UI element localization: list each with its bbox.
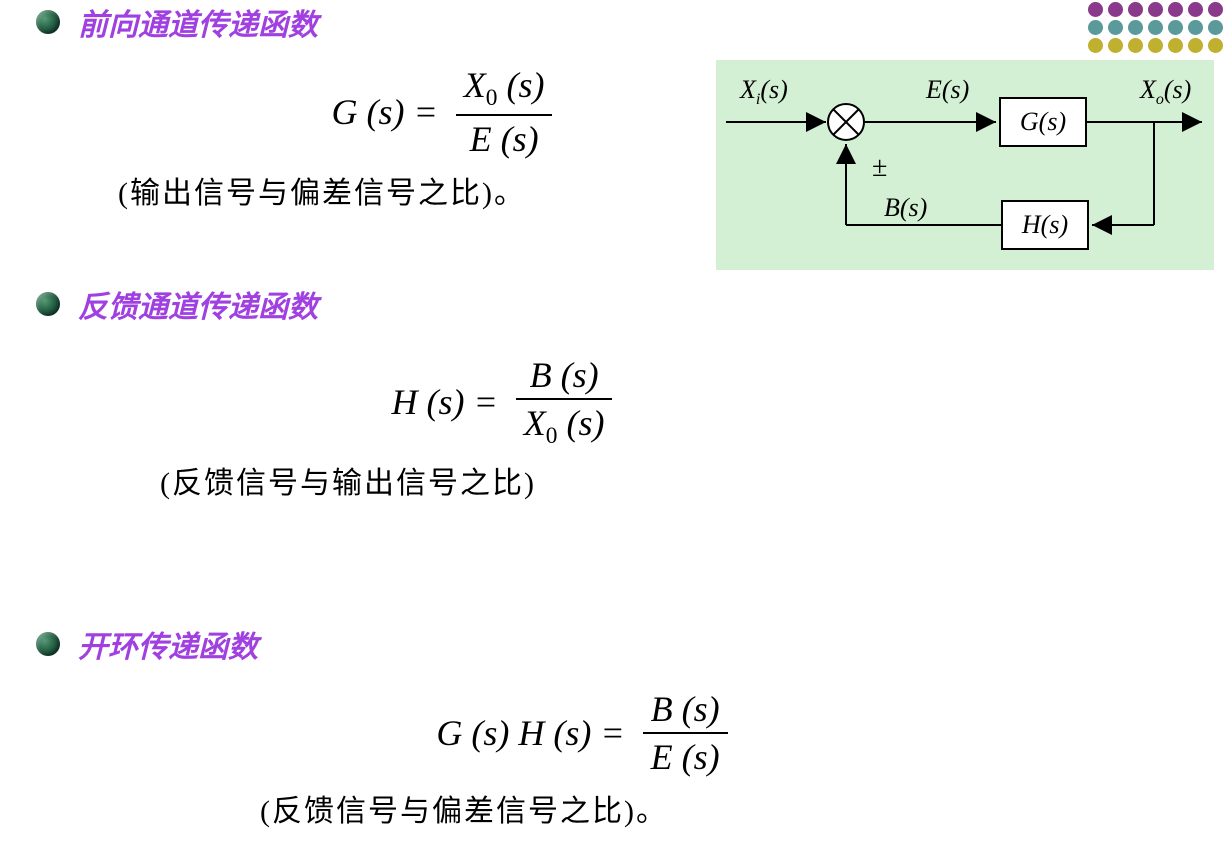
formula-3: G (s) H (s) = B (s) E (s) [0,686,1224,780]
section-feedback-channel: 反馈通道传递函数 H (s) = B (s) X0 (s) (反馈信号与输出信号… [0,282,1224,502]
formula-1-lhs: G (s) = [332,91,438,133]
bullet-icon [36,632,60,656]
formula-3-lhs: G (s) H (s) = [436,712,624,754]
formula-1-num: X0 (s) [456,62,553,114]
bullet-icon [36,292,60,316]
section-open-loop: 开环传递函数 G (s) H (s) = B (s) E (s) (反馈信号与偏… [0,622,1224,830]
h-box-label: H(s) [1021,210,1068,239]
heading-3: 开环传递函数 [36,622,1224,666]
formula-2-lhs: H (s) = [392,381,498,423]
formula-1-den: E (s) [462,116,547,162]
pm-label: ± [872,152,887,183]
heading-2-text: 反馈通道传递函数 [78,282,318,326]
heading-1-text: 前向通道传递函数 [78,0,318,44]
block-diagram: G(s) H(s) Xi(s) E(s) Xo(s) ± B(s) [716,60,1214,270]
bullet-icon [36,10,60,34]
e-label: E(s) [925,75,969,104]
b-label: B(s) [884,193,927,222]
formula-2: H (s) = B (s) X0 (s) [0,352,1224,452]
heading-2: 反馈通道传递函数 [36,282,1224,326]
heading-1: 前向通道传递函数 [36,0,1224,44]
block-diagram-svg: G(s) H(s) Xi(s) E(s) Xo(s) ± B(s) [716,60,1214,270]
desc-3: (反馈信号与偏差信号之比)。 [260,786,1224,830]
formula-2-num: B (s) [522,352,607,398]
desc-2: (反馈信号与输出信号之比) [160,458,1224,502]
xi-label: Xi(s) [739,75,788,108]
g-box-label: G(s) [1020,107,1066,136]
formula-3-num: B (s) [643,686,728,732]
xo-label: Xo(s) [1139,75,1191,108]
heading-3-text: 开环传递函数 [78,622,258,666]
formula-2-den: X0 (s) [516,400,613,452]
formula-3-den: E (s) [643,734,728,780]
